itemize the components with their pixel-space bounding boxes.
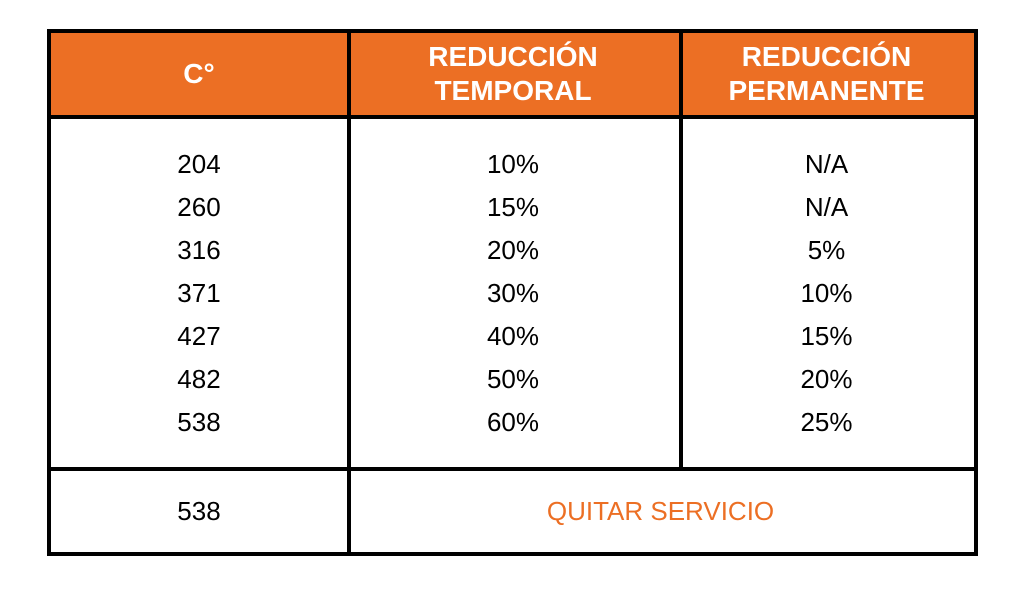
table-cell-permanent: 20% bbox=[800, 364, 853, 394]
table-cell-permanent: N/A bbox=[804, 149, 849, 179]
header-divider bbox=[347, 33, 351, 115]
table-cell-temp: 371 bbox=[177, 278, 221, 308]
table-cell-permanent: 25% bbox=[800, 407, 853, 437]
table-cell-permanent: 15% bbox=[800, 321, 853, 351]
table-cell-temp: 204 bbox=[177, 149, 221, 179]
table-footer: 538 QUITAR SERVICIO bbox=[51, 471, 974, 552]
permanent-column: N/A N/A 5% 10% 15% 20% 25% bbox=[679, 119, 974, 467]
footer-separator bbox=[51, 467, 974, 471]
header-permanent-reduction: REDUCCIÓN PERMANENTE bbox=[728, 41, 925, 106]
footer-divider bbox=[347, 471, 351, 552]
table-cell-temporary: 60% bbox=[486, 407, 540, 437]
table-cell-temp: 427 bbox=[177, 321, 221, 351]
table-cell-temporary: 10% bbox=[486, 149, 540, 179]
temporary-column: 10% 15% 20% 30% 40% 50% 60% bbox=[347, 119, 679, 467]
table-body: 204 260 316 371 427 482 538 10% 15% 20% … bbox=[51, 119, 974, 467]
footer-temperature: 538 bbox=[177, 496, 221, 526]
column-divider bbox=[679, 119, 683, 467]
table-cell-temp: 316 bbox=[177, 235, 221, 265]
table-cell-temporary: 20% bbox=[486, 235, 540, 265]
table-cell-temporary: 40% bbox=[486, 321, 540, 351]
header-temperature: C° bbox=[183, 58, 215, 89]
table-cell-temp: 482 bbox=[177, 364, 221, 394]
temperature-column: 204 260 316 371 427 482 538 bbox=[51, 119, 347, 467]
table-cell-temporary: 50% bbox=[486, 364, 540, 394]
table-cell-temp: 260 bbox=[177, 192, 221, 222]
footer-action-text: QUITAR SERVICIO bbox=[546, 496, 775, 526]
table-cell-temporary: 15% bbox=[486, 192, 540, 222]
table-header: C° REDUCCIÓN TEMPORAL REDUCCIÓN PERMANEN… bbox=[51, 33, 974, 115]
table-cell-permanent: 10% bbox=[800, 278, 853, 308]
header-temporary-reduction: REDUCCIÓN TEMPORAL bbox=[428, 41, 598, 106]
header-separator bbox=[51, 115, 974, 119]
table-cell-permanent: N/A bbox=[804, 192, 849, 222]
header-divider bbox=[679, 33, 683, 115]
column-divider bbox=[347, 119, 351, 467]
table-cell-temp: 538 bbox=[177, 407, 221, 437]
table-cell-temporary: 30% bbox=[486, 278, 540, 308]
table-cell-permanent: 5% bbox=[807, 235, 846, 265]
reduction-table: C° REDUCCIÓN TEMPORAL REDUCCIÓN PERMANEN… bbox=[47, 29, 978, 556]
